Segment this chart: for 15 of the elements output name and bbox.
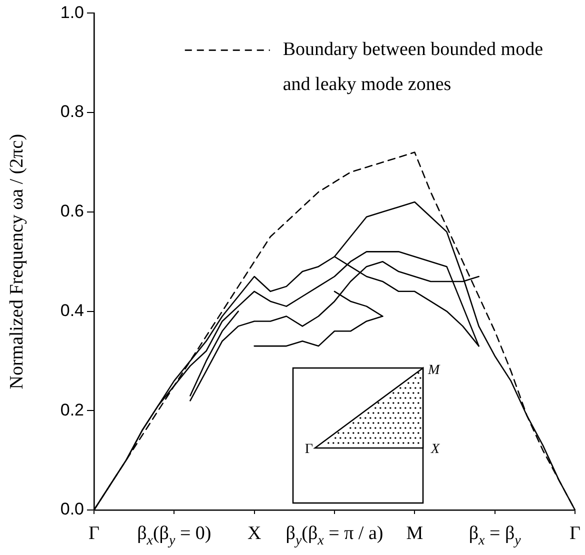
legend-label: Boundary between bounded mode and leaky mode zones (282, 39, 544, 96)
annotation: Γ (304, 442, 313, 457)
x-tick-label: M (406, 523, 424, 544)
y-tick-label: 1.0 (60, 2, 84, 22)
y-axis-title: Normalized Frequency ωa / (2πc) (6, 134, 28, 390)
y-tick-label: 0.2 (60, 400, 84, 420)
x-tick-label: X (247, 523, 262, 544)
x-tick-label: Γ (88, 523, 100, 544)
annotation: X (430, 442, 440, 457)
annotation: M (427, 363, 441, 378)
y-tick-label: 0.6 (60, 202, 84, 221)
y-tick-label: 0.8 (60, 102, 84, 122)
y-tick-label: 0.4 (60, 300, 84, 320)
x-tick-label: Γ (570, 523, 581, 544)
y-tick-label: 0.0 (60, 500, 84, 519)
